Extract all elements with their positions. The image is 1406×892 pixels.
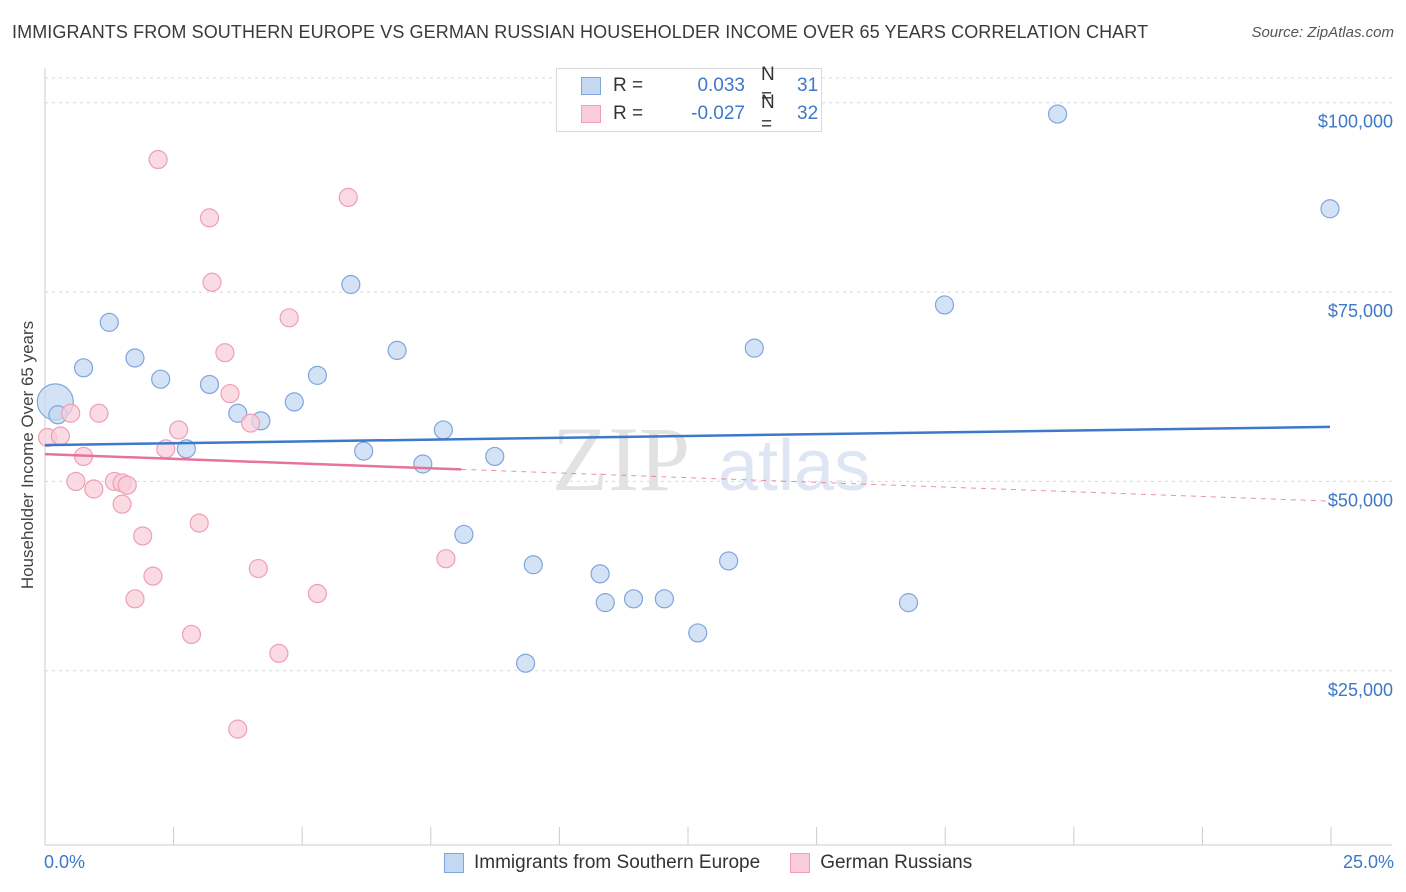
series-legend-label: Immigrants from Southern Europe [474,852,761,873]
pink-point [61,403,81,423]
blue-point [99,312,119,332]
pink-point [436,549,456,569]
blue-point [73,358,94,378]
blue-trend-line [44,425,1331,447]
blue-point [934,295,955,315]
blue-point [341,274,361,295]
watermark-atlas: atlas [718,426,870,506]
pink-trend-line-extension [461,468,1331,502]
pink-point [279,308,299,328]
blue-point [228,403,248,423]
blue-point [744,338,764,358]
pink-point [307,583,328,604]
legend-n-value: 32 [797,103,819,124]
y-tick-label: $75,000 [1328,301,1393,321]
legend-r-value: -0.027 [691,103,745,124]
pink-point [125,589,145,609]
blue-point [523,555,543,575]
pink-point [202,272,222,292]
legend-n-label: N = [761,64,775,107]
pink-point [199,208,220,228]
pink-point [50,426,71,446]
blue-point [1320,199,1340,219]
blue-point [1047,104,1068,124]
pink-point [338,187,358,208]
gridlines [45,77,1392,672]
blue-point [688,623,708,643]
blue-point [515,653,536,673]
series-legend-label: German Russians [820,852,973,873]
blue-point [413,454,433,474]
blue-point [719,551,739,571]
pink-point [133,526,153,546]
x-tick-label-min: 0.0% [44,852,86,872]
series-swatch-blue [444,853,464,873]
blue-point [898,593,919,613]
series-swatch-pink [790,853,811,873]
blue-point [307,365,328,385]
pink-point [169,420,189,440]
legend-swatch-pink [581,105,601,123]
y-tick-label: $50,000 [1328,490,1393,510]
pink-point [215,343,235,363]
pink-point [89,403,109,423]
stats-legend: R = 0.033 N = 31 R = -0.027 N = 32 [556,64,822,135]
y-tick-labels: $25,000 $50,000 $75,000 $100,000 [1318,112,1393,700]
series-legend: Immigrants from Southern Europe German R… [444,852,1002,874]
blue-point [623,589,644,609]
y-tick-label: $25,000 [1328,680,1393,700]
legend-r-value: 0.033 [697,75,745,96]
axes [44,68,1392,846]
pink-point [148,149,168,170]
y-tick-label: $100,000 [1318,112,1393,132]
watermark-zip: ZIP [552,408,690,510]
pink-point [269,643,289,663]
series-legend-item-pink: German Russians [790,852,972,874]
pink-point [189,513,209,533]
pink-point [66,471,86,492]
blue-point [387,340,407,361]
pink-point [181,624,202,645]
pink-point [112,494,132,514]
blue-point [151,369,171,389]
blue-point [590,564,610,584]
pink-trend-line [44,452,462,471]
source-label: Source: ZipAtlas.com [1251,24,1394,41]
legend-r-label: R = [613,75,644,96]
blue-point [654,589,674,609]
legend-n-label: N = [761,92,775,135]
pink-point [248,558,268,579]
series-legend-item-blue: Immigrants from Southern Europe [444,852,760,874]
x-tick-label-max: 25.0% [1342,852,1394,872]
legend-n-value: 31 [797,75,819,96]
legend-swatch-blue [581,77,601,95]
pink-point [117,475,137,495]
blue-point [284,392,304,412]
pink-point [220,383,240,404]
pink-point [241,413,261,433]
trend-lines [44,425,1331,502]
pink-point [143,566,163,586]
chart-title: IMMIGRANTS FROM SOUTHERN EUROPE VS GERMA… [12,22,1149,42]
blue-point [433,420,453,440]
watermark: ZIP atlas [552,408,870,510]
legend-r-label: R = [613,103,644,124]
blue-point [485,446,505,467]
blue-point [125,348,145,368]
pink-point [228,719,248,739]
blue-point [354,441,374,461]
pink-point [84,479,104,499]
blue-point [199,374,220,395]
blue-point [454,524,474,545]
blue-point [595,593,615,613]
